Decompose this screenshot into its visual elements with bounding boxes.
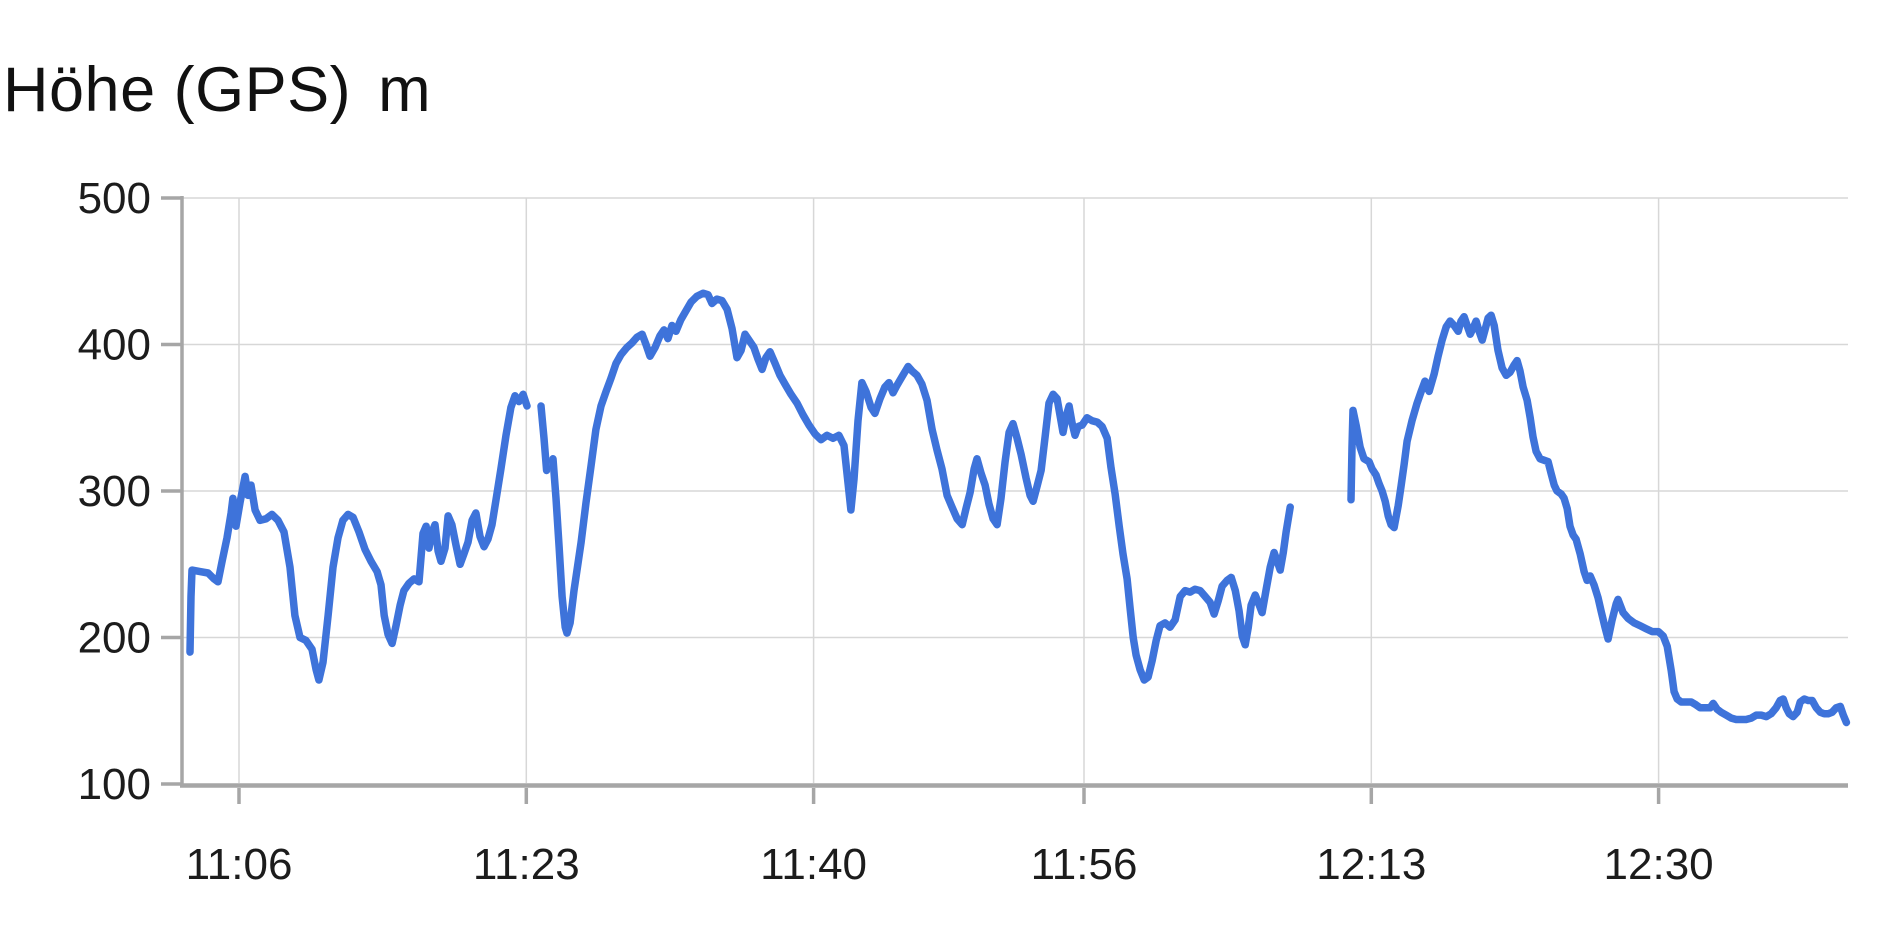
- chart-title: Höhe (GPS) m: [3, 58, 431, 122]
- x-tick-label: 11:06: [186, 840, 293, 889]
- x-tick-label: 11:56: [1031, 840, 1138, 889]
- chart-title-text: Höhe (GPS): [3, 55, 352, 125]
- x-tick-label: 12:30: [1604, 840, 1714, 889]
- altitude-line-segment: [1347, 311, 1851, 727]
- chart-unit-label: m: [378, 55, 432, 125]
- y-tick-label: 500: [78, 174, 151, 223]
- x-tick-label: 12:13: [1316, 840, 1426, 889]
- altitude-line-segment: [186, 390, 531, 684]
- x-tick-label: 11:23: [473, 840, 580, 889]
- y-tick-label: 400: [78, 321, 151, 370]
- y-tick-label: 100: [78, 760, 151, 809]
- altitude-line-segment: [537, 402, 551, 475]
- x-tick-label: 11:40: [760, 840, 867, 889]
- y-tick-label: 200: [78, 614, 151, 663]
- y-tick-label: 300: [78, 467, 151, 516]
- altitude-line-segment: [549, 289, 1294, 684]
